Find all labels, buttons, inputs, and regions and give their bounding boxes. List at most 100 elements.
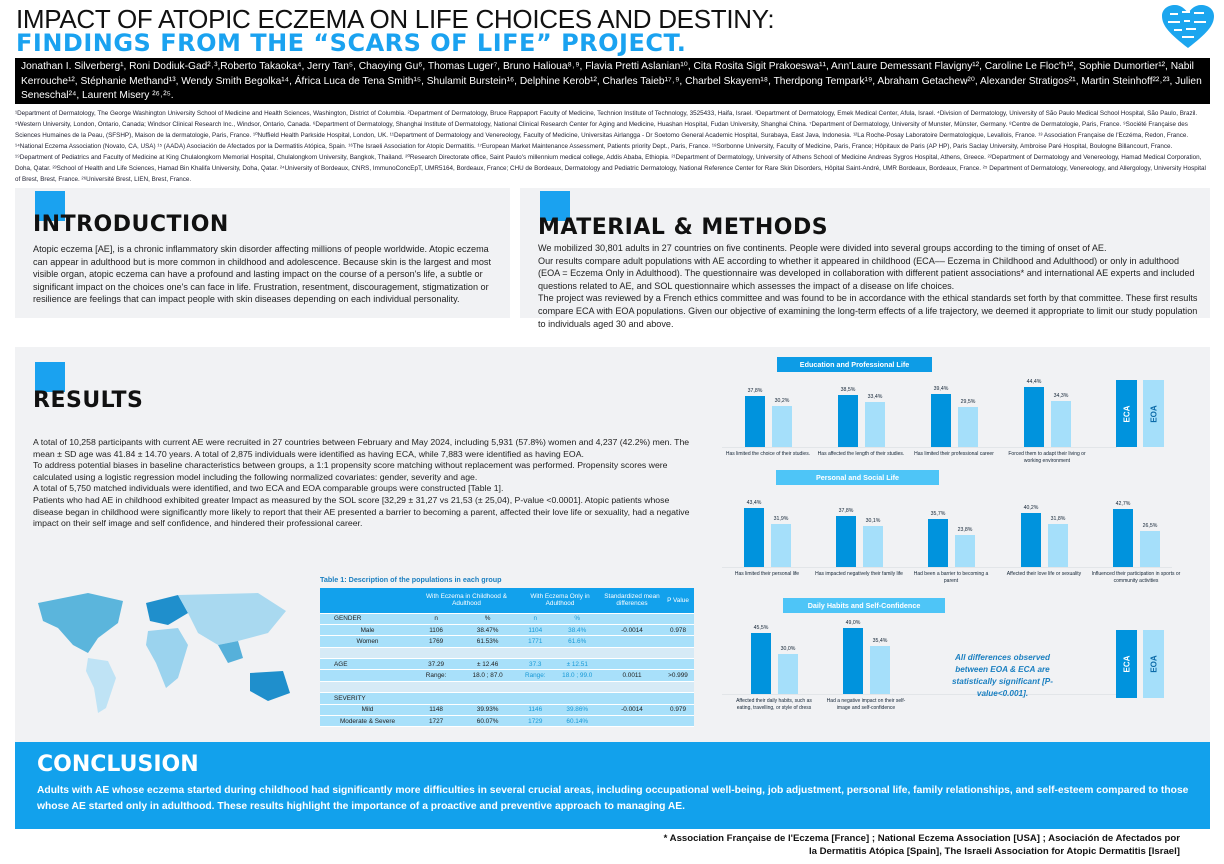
results-paragraph: A total of 5,750 matched individuals wer… bbox=[33, 483, 504, 494]
author-list: Jonathan I. Silverberg¹, Roni Dodiuk-Gad… bbox=[15, 58, 1210, 104]
significance-note: All differences observed between EOA & E… bbox=[951, 653, 1053, 698]
bar-eoa bbox=[958, 407, 978, 447]
footnote-line: la Dermatitis Atópica [Spain], The Israe… bbox=[808, 846, 1180, 857]
bar-value-label: 23,8% bbox=[957, 526, 973, 533]
conclusion-heading: CONCLUSION bbox=[37, 752, 199, 777]
bar-eoa bbox=[865, 401, 885, 447]
table-cell: 1769 bbox=[415, 635, 458, 648]
legend-label: ECA bbox=[1122, 405, 1131, 422]
chart-title: Daily Habits and Self-Confidence bbox=[783, 598, 945, 613]
table-row bbox=[320, 681, 694, 694]
table-cell: 1104 bbox=[518, 624, 553, 637]
table-caption: Table 1: Description of the populations … bbox=[320, 575, 502, 584]
table-cell bbox=[552, 681, 602, 694]
chart-baseline bbox=[722, 447, 1117, 448]
bar-eoa bbox=[778, 653, 798, 694]
chart-title: Education and Professional Life bbox=[777, 357, 932, 372]
legend-label: EOA bbox=[1149, 404, 1158, 423]
table-cell bbox=[457, 647, 519, 660]
methods-panel bbox=[520, 188, 1210, 318]
category-label: Has impacted negatively their family lif… bbox=[815, 571, 903, 577]
table-cell bbox=[518, 647, 553, 660]
table-cell: 18.0 ; 99.0 bbox=[552, 669, 602, 682]
table-cell: 39.93% bbox=[457, 704, 519, 717]
bar-value-label: 30,0% bbox=[780, 645, 796, 652]
category-label: Forced them to adapt their living or wor… bbox=[1008, 451, 1086, 464]
bar-value-label: 35,7% bbox=[930, 510, 946, 517]
table-cell: 60.14% bbox=[552, 715, 602, 728]
table-cell bbox=[415, 647, 458, 660]
methods-text: We mobilized 30,801 adults in 27 countri… bbox=[538, 242, 1198, 330]
introduction-panel bbox=[15, 188, 510, 318]
category-label: Had been a barrier to becoming a parent bbox=[913, 571, 989, 584]
table-cell: Range: bbox=[518, 669, 553, 682]
table-cell: >0.999 bbox=[662, 669, 694, 682]
table-cell bbox=[662, 635, 694, 648]
bar-value-label: 40,2% bbox=[1023, 504, 1039, 511]
table-cell bbox=[662, 715, 694, 728]
table-cell: 60.07% bbox=[457, 715, 519, 728]
bar-value-label: 37,8% bbox=[747, 387, 763, 394]
table-header: With Eczema Only in Adulthood bbox=[518, 588, 602, 614]
table-cell: -0.0014 bbox=[602, 624, 662, 637]
category-label: Affected their daily habits, such as eat… bbox=[736, 698, 812, 711]
bar-eoa bbox=[863, 526, 883, 567]
category-label: Had a negative impact on their self-imag… bbox=[826, 698, 906, 711]
bar-value-label: 34,3% bbox=[1053, 392, 1069, 399]
bar-value-label: 44,4% bbox=[1026, 379, 1042, 386]
table-row: AGE 37.29 ± 12.46 37.3 ± 12.51 bbox=[320, 658, 694, 671]
table-cell bbox=[602, 681, 662, 694]
table-cell bbox=[552, 692, 602, 705]
bar-value-label: 26,5% bbox=[1142, 523, 1158, 530]
bar-value-label: 30,2% bbox=[774, 398, 790, 405]
results-paragraph: Patients who had AE in childhood exhibit… bbox=[33, 494, 690, 529]
bar-eoa bbox=[955, 534, 975, 567]
bar-eoa bbox=[1051, 400, 1071, 447]
table-cell: 37.29 bbox=[415, 658, 458, 671]
table-cell: GENDER bbox=[320, 613, 415, 625]
bar-value-label: 38,5% bbox=[840, 387, 856, 394]
table-cell: Male bbox=[320, 624, 415, 637]
table-cell bbox=[415, 692, 458, 705]
chart-baseline bbox=[722, 567, 1172, 568]
results-text: A total of 10,258 participants with curr… bbox=[33, 437, 693, 530]
table-row: Male 1106 38.47% 1104 38.4% -0.0014 0.978 bbox=[320, 624, 694, 637]
table-cell: 1771 bbox=[518, 635, 553, 648]
table-cell: ± 12.51 bbox=[552, 658, 602, 671]
scars-of-life-heart-logo bbox=[1162, 5, 1214, 48]
table-cell bbox=[457, 692, 519, 705]
table-row: Moderate & Severe 1727 60.07% 1729 60.14% bbox=[320, 715, 694, 728]
bar-eoa bbox=[771, 523, 791, 567]
category-label: Has limited their professional career bbox=[914, 451, 994, 457]
methods-paragraph: The project was reviewed by a French eth… bbox=[538, 293, 1198, 329]
bar-eca bbox=[1021, 512, 1041, 567]
bar-value-label: 42,7% bbox=[1115, 501, 1131, 508]
table-cell bbox=[662, 692, 694, 705]
table-cell: Mild bbox=[320, 704, 415, 717]
bar-eca bbox=[836, 515, 856, 567]
table-cell bbox=[320, 669, 415, 682]
table-cell: 1727 bbox=[415, 715, 458, 728]
legend-eca: ECA bbox=[1116, 380, 1137, 447]
category-label: Has limited their personal life bbox=[734, 571, 800, 577]
bar-value-label: 31,8% bbox=[1050, 516, 1066, 523]
table-cell bbox=[602, 692, 662, 705]
affiliations: ¹Department of Dermatology, The George W… bbox=[15, 110, 1206, 183]
table-cell: 0.0011 bbox=[602, 669, 662, 682]
bar-eca bbox=[838, 395, 858, 447]
bar-eca bbox=[1024, 387, 1044, 447]
table-cell: AGE bbox=[320, 658, 415, 671]
table-cell: % bbox=[552, 613, 602, 625]
bar-value-label: 49,0% bbox=[845, 619, 861, 626]
category-label: Influenced their participation in sports… bbox=[1091, 571, 1181, 584]
bar-eoa bbox=[1048, 524, 1068, 567]
world-map bbox=[28, 583, 310, 733]
table-cell: 0.978 bbox=[662, 624, 694, 637]
table-cell bbox=[602, 658, 662, 671]
methods-paragraph: We mobilized 30,801 adults in 27 countri… bbox=[538, 243, 1107, 253]
bar-value-label: 30,1% bbox=[865, 518, 881, 525]
table-cell: 37.3 bbox=[518, 658, 553, 671]
category-label: Has affected the length of their studies… bbox=[817, 451, 905, 457]
table-cell bbox=[662, 647, 694, 660]
bar-value-label: 45,5% bbox=[753, 624, 769, 631]
